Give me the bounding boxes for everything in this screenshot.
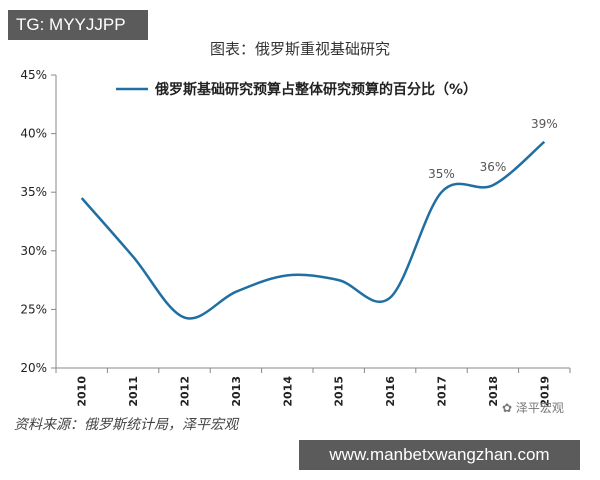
x-tick-label: 2019	[538, 376, 551, 407]
data-point	[491, 183, 495, 187]
y-tick-label: 45%	[20, 68, 47, 82]
data-label: 39%	[531, 117, 558, 131]
data-point	[337, 278, 341, 282]
watermark-text: 泽平宏观	[515, 401, 564, 415]
x-tick-label: 2017	[436, 376, 449, 407]
x-tick-label: 2018	[487, 376, 500, 407]
data-point	[440, 190, 444, 194]
x-tick-label: 2013	[230, 376, 243, 407]
x-tick-label: 2010	[76, 376, 89, 407]
data-point	[285, 273, 289, 277]
x-tick-label: 2011	[127, 376, 140, 407]
data-point	[542, 140, 546, 144]
data-point	[234, 290, 238, 294]
site-banner[interactable]: www.manbetxwangzhan.com	[299, 440, 580, 470]
watermark: ✿ 泽平宏观	[502, 399, 564, 416]
y-tick-label: 30%	[20, 244, 47, 258]
x-tick-label: 2014	[281, 376, 294, 407]
figure-title: 图表：俄罗斯重视基础研究	[209, 40, 390, 58]
y-tick-label: 40%	[20, 127, 47, 141]
data-label: 35%	[428, 167, 455, 181]
data-point	[80, 196, 84, 200]
x-tick-label: 2012	[179, 376, 192, 407]
watermark-icon: ✿	[502, 401, 513, 415]
overlay-tag: TG: MYYJJPP	[8, 10, 148, 40]
y-tick-label: 20%	[20, 361, 47, 375]
x-tick-label: 2016	[384, 376, 397, 407]
series-line	[80, 140, 546, 320]
x-tick-label: 2015	[333, 376, 346, 407]
data-point	[131, 255, 135, 259]
data-point	[388, 296, 392, 300]
data-label: 36%	[480, 160, 507, 174]
source-note: 资料来源：俄罗斯统计局，泽平宏观	[14, 417, 238, 433]
y-tick-label: 35%	[20, 185, 47, 199]
data-point	[183, 316, 187, 320]
y-tick-label: 25%	[20, 302, 47, 316]
legend-label: 俄罗斯基础研究预算占整体研究预算的百分比（%）	[154, 81, 477, 98]
